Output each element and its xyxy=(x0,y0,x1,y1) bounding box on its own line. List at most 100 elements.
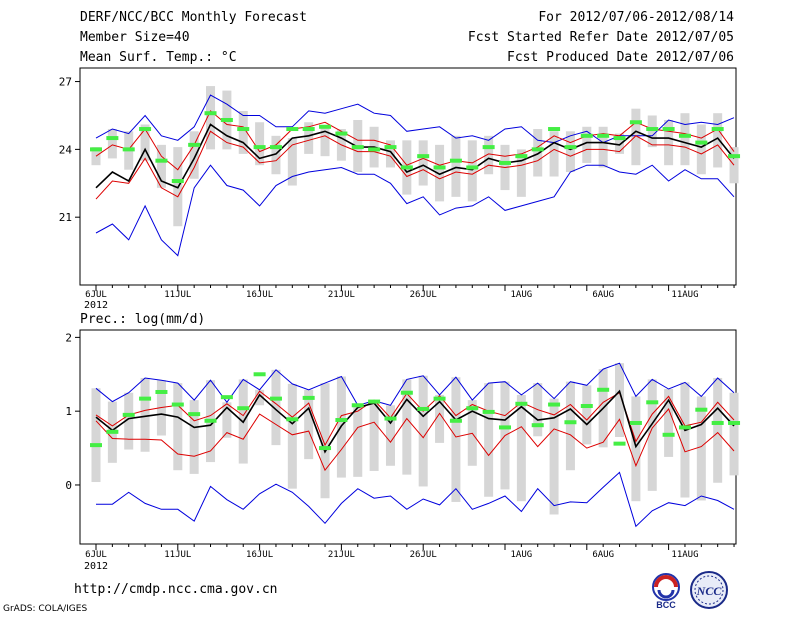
y-tick-label: 0 xyxy=(65,479,72,492)
median-mark xyxy=(253,145,266,150)
y-tick-label: 24 xyxy=(59,143,73,156)
spread-bar xyxy=(680,113,690,166)
series-line-ensemble-min xyxy=(96,471,735,528)
spread-bar xyxy=(615,133,625,154)
median-mark xyxy=(269,396,282,401)
spread-bar xyxy=(451,135,461,197)
median-mark xyxy=(400,165,413,170)
median-mark xyxy=(204,111,217,116)
spread-bar xyxy=(615,363,625,437)
median-mark xyxy=(269,145,282,150)
series-line-lower-percentile xyxy=(95,408,735,472)
spread-bar xyxy=(549,398,559,515)
fcst-produced-date: Fcst Produced Date 2012/07/06 xyxy=(507,50,734,65)
year-label: 2012 xyxy=(84,300,108,311)
spread-bar xyxy=(206,86,216,150)
spread-bar xyxy=(467,140,477,202)
median-mark xyxy=(253,372,266,377)
median-mark xyxy=(368,399,381,404)
median-mark xyxy=(139,396,152,401)
spread-bar xyxy=(91,388,101,483)
x-tick-label: 6JUL xyxy=(85,550,107,560)
spread-bar xyxy=(304,122,314,154)
median-mark xyxy=(302,127,315,132)
spread-bar xyxy=(680,382,690,498)
panel-temperature: 21 24 27 6JUL 11JUL 16JUL 21JUL 26JUL 1AUG 6AUG 11… xyxy=(59,67,741,311)
spread-bar xyxy=(582,126,592,163)
median-mark xyxy=(319,446,332,451)
spread-bar xyxy=(140,377,150,452)
median-mark xyxy=(531,147,544,152)
source-url[interactable]: http://cmdp.ncc.cma.gov.cn xyxy=(74,582,278,597)
median-mark xyxy=(351,403,364,408)
panel-title: Prec.: log(mm/d) xyxy=(80,312,205,327)
x-tick-label: 16JUL xyxy=(246,290,273,300)
ncc-logo-text: NCC xyxy=(696,584,723,598)
spread-bar xyxy=(320,383,330,499)
median-mark xyxy=(433,396,446,401)
spread-bar xyxy=(402,379,412,475)
median-mark xyxy=(400,390,413,395)
x-tick-label: 6JUL xyxy=(85,290,107,300)
median-mark xyxy=(204,418,217,423)
spread-bar xyxy=(287,138,297,186)
median-mark xyxy=(499,160,511,165)
median-mark xyxy=(482,409,495,414)
median-mark xyxy=(515,401,528,406)
grads-credit: GrADS: COLA/IGES xyxy=(3,604,88,614)
spread-bar xyxy=(484,135,494,175)
variable-label: Mean Surf. Temp.: °C xyxy=(80,50,237,65)
median-mark xyxy=(122,412,135,417)
spread-bar xyxy=(647,115,657,148)
spread-bar xyxy=(713,377,723,483)
series-line-lower-percentile xyxy=(95,130,735,200)
x-tick-label: 11JUL xyxy=(164,550,191,560)
spread-bar xyxy=(385,405,395,466)
spread-bar xyxy=(713,113,723,168)
header-right: For 2012/07/06-2012/08/14 Fcst Started R… xyxy=(468,10,734,70)
median-mark xyxy=(155,389,168,394)
y-tick-label: 1 xyxy=(65,405,72,418)
spread-bar xyxy=(156,144,166,188)
median-mark xyxy=(564,145,577,150)
x-tick-label: 6AUG xyxy=(592,290,614,300)
median-mark xyxy=(433,165,446,170)
median-mark xyxy=(319,124,332,129)
fcst-started-date: Fcst Started Refer Date 2012/07/05 xyxy=(467,30,734,45)
median-mark xyxy=(351,145,364,150)
median-mark xyxy=(171,179,184,184)
median-mark xyxy=(531,423,544,428)
spread-bar xyxy=(549,131,559,177)
spread-bar xyxy=(271,135,281,175)
x-tick-label: 11JUL xyxy=(164,290,191,300)
median-mark xyxy=(597,133,610,138)
median-mark xyxy=(335,418,348,423)
spread-bar xyxy=(696,396,706,501)
spread-bar xyxy=(435,144,445,202)
median-mark xyxy=(482,145,495,150)
spread-bar xyxy=(189,400,199,474)
ncc-logo-icon: NCC xyxy=(690,571,728,609)
median-mark xyxy=(548,402,561,407)
median-mark xyxy=(286,127,299,132)
spread-bar xyxy=(664,389,674,457)
median-mark xyxy=(302,395,315,400)
spread-bar xyxy=(255,122,265,166)
header-left: DERF/NCC/BCC Monthly Forecast Member Siz… xyxy=(80,10,307,70)
spread-bar xyxy=(582,385,592,445)
spread-bar xyxy=(516,394,526,502)
median-mark xyxy=(466,165,479,170)
spread-bar xyxy=(287,383,297,489)
x-tick-label: 11AUG xyxy=(671,550,698,560)
spread-bar xyxy=(140,124,150,161)
median-mark xyxy=(728,420,741,425)
series-line-upper-percentile xyxy=(95,110,735,171)
median-mark xyxy=(695,140,708,145)
median-mark xyxy=(613,441,626,446)
spread-bar xyxy=(647,379,657,491)
median-mark xyxy=(629,120,642,125)
median-mark xyxy=(580,133,593,138)
median-mark xyxy=(728,154,741,159)
